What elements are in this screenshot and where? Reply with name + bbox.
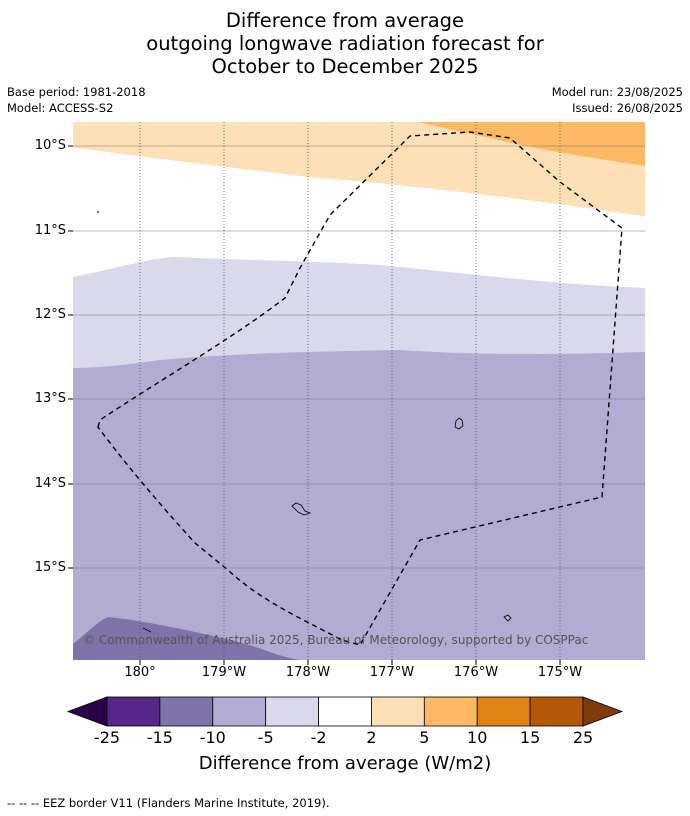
model-name: Model: ACCESS-S2 [7,101,114,115]
colorbar-extend-low [66,696,108,727]
latitude-gridlines [73,145,645,569]
lon-label: 180° [124,665,156,680]
region-plus-2-to-5 [73,122,645,216]
colorbar-tick-label: -25 [93,728,121,747]
colorbar-tick-label: 10 [467,728,488,747]
island-outline [503,614,512,622]
lon-label: 177°W [369,665,415,680]
colorbar-tick-label: -2 [310,728,327,747]
lon-label: 176°W [453,665,499,680]
axis-ticks [68,145,561,665]
colorbar-tick-label: 25 [572,728,594,747]
colorbar-segment [476,696,531,727]
lon-label: 178°W [285,665,331,680]
region-plus-5-to-10 [418,122,645,166]
copyright-notice: © Commonwealth of Australia 2025, Bureau… [83,633,589,647]
colorbar-segment [529,696,584,727]
island-outline [454,417,464,430]
colorbar-tick-label: 2 [366,728,377,747]
region-minus-15-to-10 [73,617,300,660]
colorbar-segment [423,696,478,727]
colorbar-title: Difference from average (W/m2) [198,753,492,774]
lat-label: 13°S [34,391,66,406]
issued-date: Issued: 26/08/2025 [572,101,683,115]
island-outline [291,502,312,516]
colorbar-tick-label: -15 [146,728,173,747]
colorbar-segment [318,696,372,727]
lat-label: 12°S [34,307,66,322]
lon-label: 179°W [201,665,247,680]
colorbar-tick-label: -5 [257,728,274,747]
lat-label: 15°S [34,560,66,575]
colorbar-tick-label: 15 [519,728,541,747]
colorbar-tick-label: 5 [419,728,430,747]
colorbar-segment [212,696,267,727]
colorbar-segment [159,696,214,727]
title-line-2: outgoing longwave radiation forecast for [146,32,544,55]
title-line-3: October to December 2025 [211,55,479,78]
island-dot [97,211,99,213]
lat-label: 14°S [34,476,66,491]
map-fill-layers [73,122,645,660]
colorbar-segment [265,696,319,727]
title-line-1: Difference from average [225,9,465,32]
model-run: Model run: 23/08/2025 [551,85,683,99]
region-neutral [73,147,645,288]
lat-label: 11°S [34,223,66,238]
eez-border [97,131,623,646]
region-minus-5-to-2 [73,257,645,368]
colorbar-segment [371,696,425,727]
colorbar-segment [106,696,161,727]
colorbar-extend-high [582,696,624,727]
colorbar-tick-label: -10 [199,728,226,747]
eez-footnote: -- -- -- EEZ border V11 (Flanders Marine… [7,796,330,810]
colorbar [66,696,624,727]
island-outline [142,627,152,633]
lon-label: 175°W [537,665,583,680]
lat-label: 10°S [34,138,66,153]
base-period: Base period: 1981-2018 [7,85,146,99]
